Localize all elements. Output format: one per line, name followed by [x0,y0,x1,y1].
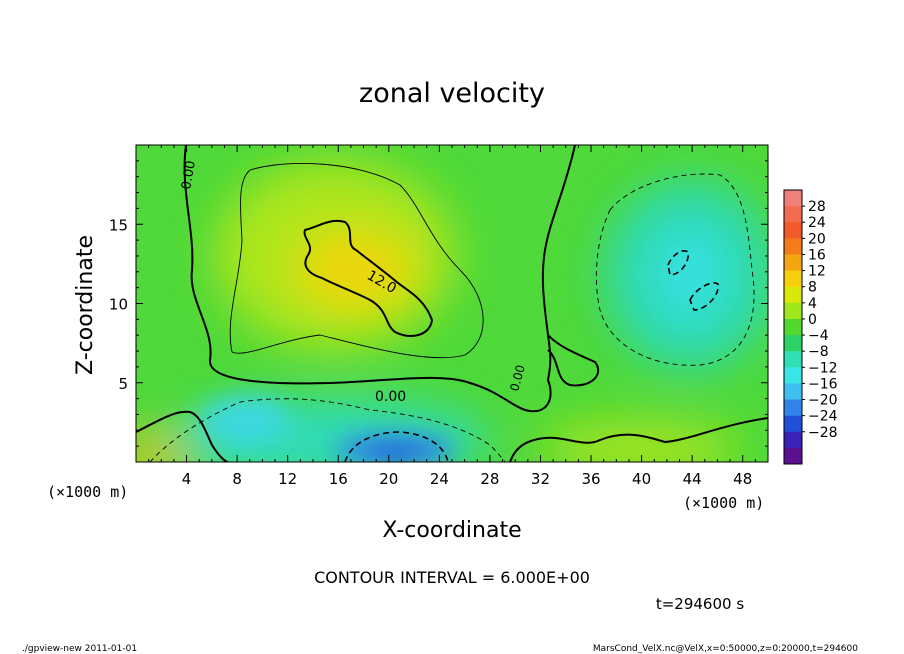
colorbar-label: 28 [808,199,826,215]
colorbar-label: −28 [808,425,838,441]
x-axis-title: X-coordinate [382,518,521,543]
colorbar-swatch [784,270,802,288]
x-tick-label: 36 [581,470,600,488]
colorbar-label: 20 [808,231,826,247]
contour-zero-bottom-right [509,417,768,462]
colorbar-label: 4 [808,296,817,312]
x-tick-label: 8 [232,470,242,488]
max-region [295,230,415,310]
negative-core-right [655,230,725,320]
z-unit-label: (×1000 m) [47,483,128,501]
x-unit-label: (×1000 m) [683,494,764,512]
colorbar-swatch [784,351,802,368]
contour-neg12-right-a [667,250,690,276]
contour-label-zero-top: 0.00 [179,160,199,191]
colorbar-label: −4 [808,328,829,344]
colorbar-swatch [784,447,802,465]
contour-zero-bottom-left [136,410,229,462]
contour-twelve [303,220,434,337]
y-tick-label: 10 [109,296,128,314]
colorbar-swatch [784,318,802,336]
colorbar-swatch [784,190,802,207]
x-tick-label: 28 [480,470,499,488]
x-tick-label: 48 [733,470,752,488]
x-tick-label: 20 [379,470,398,488]
y-axis-ticks: 5 10 15 [109,160,768,447]
colorbar-label: 8 [808,280,817,296]
x-tick-label: 16 [329,470,348,488]
x-tick-label: 24 [430,470,449,488]
colorbar-swatch [784,286,802,304]
colorbar-swatch [784,415,802,433]
contour-neg12-bottom [344,431,449,462]
y-tick-label: 15 [109,216,128,234]
colorbar-swatch [784,254,802,271]
colorbar-label: −16 [808,376,838,392]
colorbar-swatch [784,431,802,449]
colorbar-label: 24 [808,215,826,231]
colorbar-frame [783,189,803,465]
colorbar-swatch [784,206,802,223]
colorbar-label: −8 [808,344,829,360]
contour-zero-mid [547,334,600,387]
x-tick-label: 4 [182,470,192,488]
contour-neg6-bottom [149,398,506,462]
contour-neg6-right [595,173,755,366]
x-tick-label: 40 [632,470,651,488]
contour-interval-text: CONTOUR INTERVAL = 6.000E+00 [314,568,590,587]
x-tick-label: 12 [278,470,297,488]
colorbar-label: −12 [808,360,838,376]
contour-six [229,162,484,359]
colorbar-swatch [784,302,802,320]
colorbar-swatch [784,222,802,239]
colorbar-label: 0 [808,312,817,328]
heatmap-field [136,145,768,462]
y-axis-title: Z-coordinate [73,235,98,375]
colorbar-swatch [784,238,802,255]
contour-label-zero-center: 0.00 [375,389,406,405]
time-text: t=294600 s [656,595,744,613]
positive-region-bottom-right [540,420,740,462]
colorbar-swatch [784,335,802,352]
colorbar-label: −24 [808,409,838,425]
contour-neg12-right-b [689,282,719,311]
positive-region-bottom-left [136,435,190,462]
colorbar-swatch [784,367,802,384]
colorbar-label: 16 [808,247,826,263]
colorbar-swatch [784,399,802,416]
min-core-bottom-inner [367,447,423,462]
x-tick-label: 32 [531,470,550,488]
y-tick-label: 5 [118,375,128,393]
colorbar-swatch [784,383,802,400]
x-tick-label: 44 [683,470,702,488]
chart-title: zonal velocity [359,78,545,109]
footer-left: ./gpview-new 2011-01-01 [22,644,137,654]
cyan-bottom-left [200,395,290,445]
footer-right: MarsCond_VelX.nc@VelX,x=0:50000,z=0:2000… [593,644,858,654]
colorbar-label: 12 [808,264,826,280]
contour-label-zero-mid: 0.00 [507,363,527,392]
contour-zero-left [183,145,576,413]
x-axis-ticks: 4 8 12 16 20 24 28 32 36 40 44 48 [148,145,756,488]
colorbar-label: −20 [808,393,838,409]
